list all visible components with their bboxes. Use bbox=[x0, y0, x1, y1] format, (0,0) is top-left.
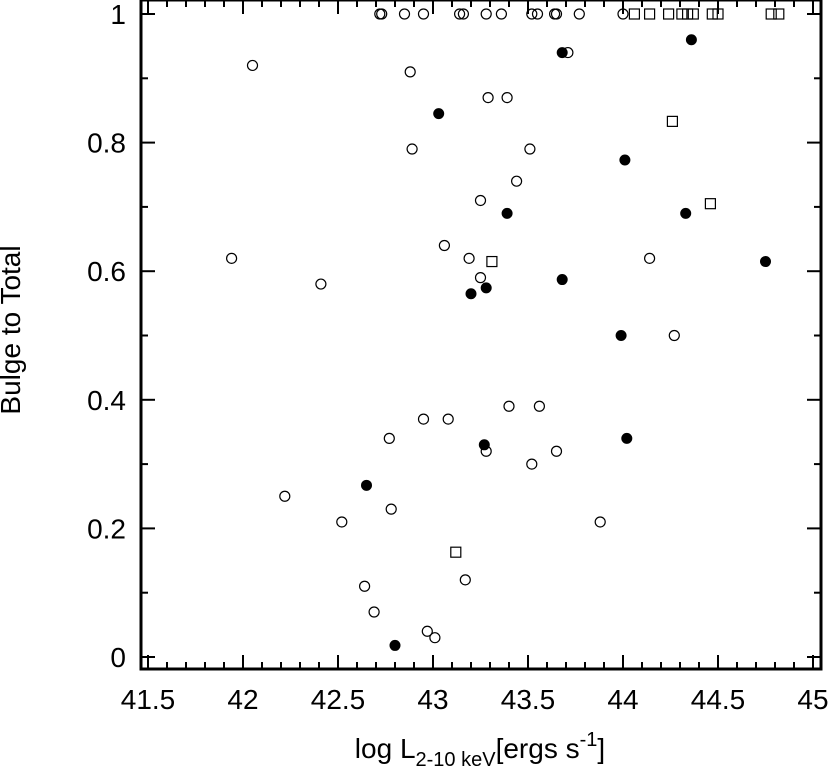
open-circle-point bbox=[463, 252, 475, 264]
y-tick-label: 0.2 bbox=[87, 513, 126, 544]
x-tick-label: 43.5 bbox=[501, 684, 556, 715]
open-circle-point bbox=[279, 490, 291, 502]
filled-circle-point bbox=[621, 432, 633, 444]
open-circle-point bbox=[429, 632, 441, 644]
x-axis-title-subscript: 2-10 keV bbox=[416, 749, 497, 770]
open-circle-point bbox=[510, 175, 523, 187]
plot-frame bbox=[139, 0, 823, 671]
open-circle-point bbox=[383, 432, 395, 444]
filled-circle-point bbox=[361, 479, 372, 491]
open-circle-point bbox=[594, 516, 606, 528]
filled-circle-point bbox=[760, 256, 771, 268]
filled-circle-point bbox=[465, 288, 477, 300]
x-axis-title-unit: [ergs s bbox=[496, 733, 580, 764]
filled-circle-point bbox=[501, 207, 513, 219]
axis-ticks bbox=[141, 0, 821, 669]
open-circle-point bbox=[495, 8, 507, 20]
y-tick-label: 0 bbox=[110, 642, 126, 673]
open-square-point bbox=[765, 8, 777, 20]
y-tick-label: 1 bbox=[110, 0, 126, 30]
open-circle-point bbox=[668, 329, 680, 342]
open-circle-point bbox=[385, 503, 397, 515]
open-square-point bbox=[486, 255, 498, 268]
x-tick-label: 44 bbox=[607, 684, 638, 715]
open-circle-point bbox=[550, 8, 563, 20]
filled-circle-point bbox=[556, 274, 568, 286]
open-circle-point bbox=[457, 8, 469, 20]
x-tick-label: 42.5 bbox=[311, 684, 366, 715]
open-circle-point bbox=[406, 143, 418, 155]
open-circle-point bbox=[503, 400, 515, 412]
open-circle-point bbox=[531, 8, 544, 20]
open-circle-point bbox=[376, 8, 388, 20]
open-square-point bbox=[704, 198, 717, 210]
filled-circle-point bbox=[480, 282, 492, 294]
open-circle-point bbox=[526, 458, 538, 470]
open-circle-point bbox=[480, 8, 492, 20]
y-tick-label: 0.8 bbox=[87, 128, 126, 159]
tick-labels: 41.5 42 42.5 43 43.5 44 44.5 45 0 0.2 0.4 0.6 0.8 1 bbox=[87, 0, 829, 715]
x-axis-title-exponent: -1 bbox=[580, 729, 598, 751]
filled-circle-point bbox=[433, 108, 445, 120]
open-circle-point bbox=[226, 252, 238, 264]
open-circle-point bbox=[398, 8, 411, 20]
open-circle-point bbox=[454, 8, 466, 20]
open-circle-point bbox=[368, 606, 380, 618]
open-circle-point bbox=[421, 625, 433, 637]
open-circle-point bbox=[526, 8, 538, 20]
filled-circle-point bbox=[556, 47, 568, 59]
open-square-point bbox=[681, 8, 694, 20]
open-circle-point bbox=[417, 8, 430, 20]
open-circle-point bbox=[438, 239, 450, 252]
x-tick-label: 41.5 bbox=[121, 684, 176, 715]
y-axis-title: Bulge to Total bbox=[0, 245, 26, 414]
open-circle-point bbox=[246, 59, 259, 72]
open-circle-point bbox=[404, 66, 416, 78]
x-axis-title-main: log L bbox=[355, 733, 416, 764]
open-circle-point bbox=[643, 252, 656, 264]
x-axis-title: log L2-10 keV[ergs s-1] bbox=[355, 729, 605, 770]
x-tick-label: 43 bbox=[417, 684, 448, 715]
open-square-point bbox=[450, 546, 462, 558]
open-circle-point bbox=[533, 400, 546, 412]
open-square-point bbox=[687, 8, 699, 20]
open-circle-point bbox=[550, 445, 563, 457]
open-circle-point bbox=[482, 91, 494, 104]
open-square-point bbox=[676, 8, 688, 20]
x-tick-label: 42 bbox=[227, 684, 258, 715]
filled-circle-point bbox=[680, 207, 692, 219]
filled-circle-point bbox=[619, 154, 631, 166]
open-circle-point bbox=[524, 143, 536, 155]
open-circle-point bbox=[474, 272, 487, 284]
open-circle-point bbox=[573, 8, 585, 20]
open-circle-point bbox=[417, 413, 430, 425]
filled-circle-point bbox=[685, 34, 697, 46]
open-circle-point bbox=[474, 194, 487, 207]
open-square-point bbox=[706, 8, 718, 20]
y-tick-label: 0.4 bbox=[87, 385, 126, 416]
open-square-point bbox=[643, 8, 656, 20]
open-square-point bbox=[712, 8, 724, 20]
filled-circle-point bbox=[389, 639, 401, 651]
open-circle-point bbox=[315, 278, 327, 290]
open-circle-point bbox=[336, 516, 348, 528]
open-circle-point bbox=[617, 8, 629, 20]
open-square-point bbox=[662, 8, 675, 20]
open-square-point bbox=[773, 8, 785, 20]
open-square-point bbox=[628, 8, 641, 20]
open-square-point bbox=[666, 115, 679, 127]
open-circle-point bbox=[501, 91, 513, 104]
x-axis-title-close: ] bbox=[597, 733, 605, 764]
filled-circle-point bbox=[615, 330, 627, 341]
data-points bbox=[226, 8, 785, 651]
y-tick-label: 0.6 bbox=[87, 256, 126, 287]
x-tick-label: 45 bbox=[797, 684, 828, 715]
x-tick-label: 44.5 bbox=[691, 684, 746, 715]
open-circle-point bbox=[459, 574, 471, 586]
open-circle-point bbox=[442, 413, 454, 425]
filled-circle-point bbox=[478, 439, 490, 451]
open-circle-point bbox=[359, 580, 371, 592]
